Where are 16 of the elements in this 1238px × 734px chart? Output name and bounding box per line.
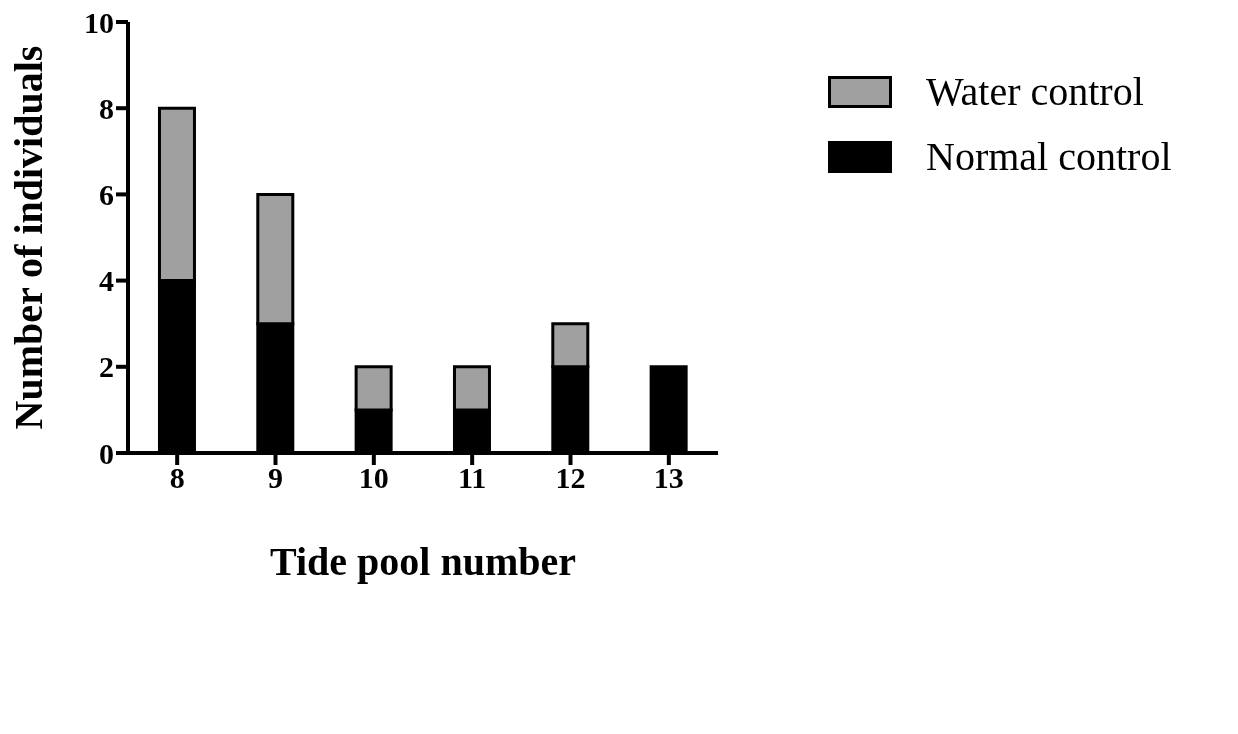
y-tick-label: 2 [99,350,114,384]
legend-label: Water control [926,68,1144,115]
y-tick-label: 8 [99,91,114,125]
x-tick-label: 13 [653,461,684,495]
x-axis-title: Tide pool number [270,539,576,584]
y-tick-label: 6 [99,178,114,212]
legend-label: Normal control [926,133,1172,180]
y-tick-label: 4 [99,264,114,298]
x-tick-label: 11 [457,461,487,495]
x-tick-label: 9 [268,461,283,495]
x-tick-label: 12 [555,461,586,495]
y-tick-label: 10 [84,5,114,39]
y-axis-title: Number of individuals [6,45,52,430]
y-tick-label: 0 [99,436,114,470]
x-tick-label: 10 [358,461,389,495]
x-tick-label: 8 [169,461,185,495]
